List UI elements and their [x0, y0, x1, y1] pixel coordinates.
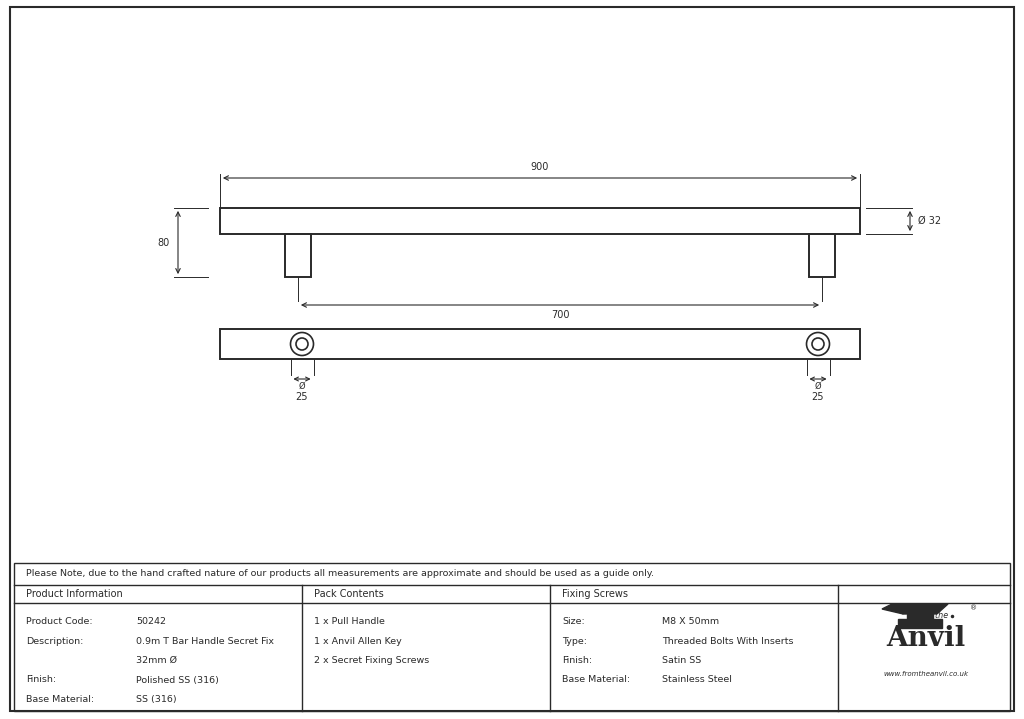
Text: 2 x Secret Fixing Screws: 2 x Secret Fixing Screws — [314, 656, 429, 665]
Polygon shape — [907, 614, 933, 619]
Text: Description:: Description: — [26, 636, 83, 646]
Text: Ø: Ø — [299, 382, 305, 391]
Text: 25: 25 — [812, 392, 824, 402]
Bar — [809, 234, 835, 277]
Text: Ø: Ø — [815, 382, 821, 391]
Text: 900: 900 — [530, 162, 549, 172]
Text: 1 x Anvil Allen Key: 1 x Anvil Allen Key — [314, 636, 401, 646]
Text: 50242: 50242 — [136, 617, 166, 626]
Text: 700: 700 — [551, 310, 569, 320]
Text: 25: 25 — [296, 392, 308, 402]
Bar — [285, 234, 311, 277]
Text: Finish:: Finish: — [26, 675, 56, 684]
Text: Ø 32: Ø 32 — [918, 216, 941, 226]
Text: 32mm Ø: 32mm Ø — [136, 656, 177, 665]
Text: Base Material:: Base Material: — [26, 695, 94, 704]
Text: Polished SS (316): Polished SS (316) — [136, 675, 219, 684]
Text: M8 X 50mm: M8 X 50mm — [662, 617, 719, 626]
Text: 0.9m T Bar Handle Secret Fix: 0.9m T Bar Handle Secret Fix — [136, 636, 274, 646]
Text: Product Information: Product Information — [26, 589, 123, 599]
Text: Stainless Steel: Stainless Steel — [662, 675, 732, 684]
Text: Threaded Bolts With Inserts: Threaded Bolts With Inserts — [662, 636, 794, 646]
Text: Finish:: Finish: — [562, 656, 592, 665]
Text: Pack Contents: Pack Contents — [314, 589, 384, 599]
Text: SS (316): SS (316) — [136, 695, 176, 704]
Text: Fixing Screws: Fixing Screws — [562, 589, 628, 599]
Text: ®: ® — [970, 605, 977, 611]
Polygon shape — [898, 619, 942, 628]
Text: Base Material:: Base Material: — [562, 675, 630, 684]
Text: Anvil: Anvil — [887, 625, 966, 651]
Text: From the: From the — [912, 611, 948, 620]
Text: Product Code:: Product Code: — [26, 617, 92, 626]
Bar — [220, 329, 860, 359]
Polygon shape — [882, 604, 903, 614]
Text: Size:: Size: — [562, 617, 585, 626]
Text: www.fromtheanvil.co.uk: www.fromtheanvil.co.uk — [884, 671, 969, 677]
Text: Type:: Type: — [562, 636, 587, 646]
Bar — [14, 563, 1010, 711]
Text: Please Note, due to the hand crafted nature of our products all measurements are: Please Note, due to the hand crafted nat… — [26, 569, 654, 579]
Bar — [220, 208, 860, 234]
Text: 1 x Pull Handle: 1 x Pull Handle — [314, 617, 385, 626]
Polygon shape — [892, 604, 948, 614]
Text: Satin SS: Satin SS — [662, 656, 701, 665]
Text: 80: 80 — [158, 237, 170, 247]
